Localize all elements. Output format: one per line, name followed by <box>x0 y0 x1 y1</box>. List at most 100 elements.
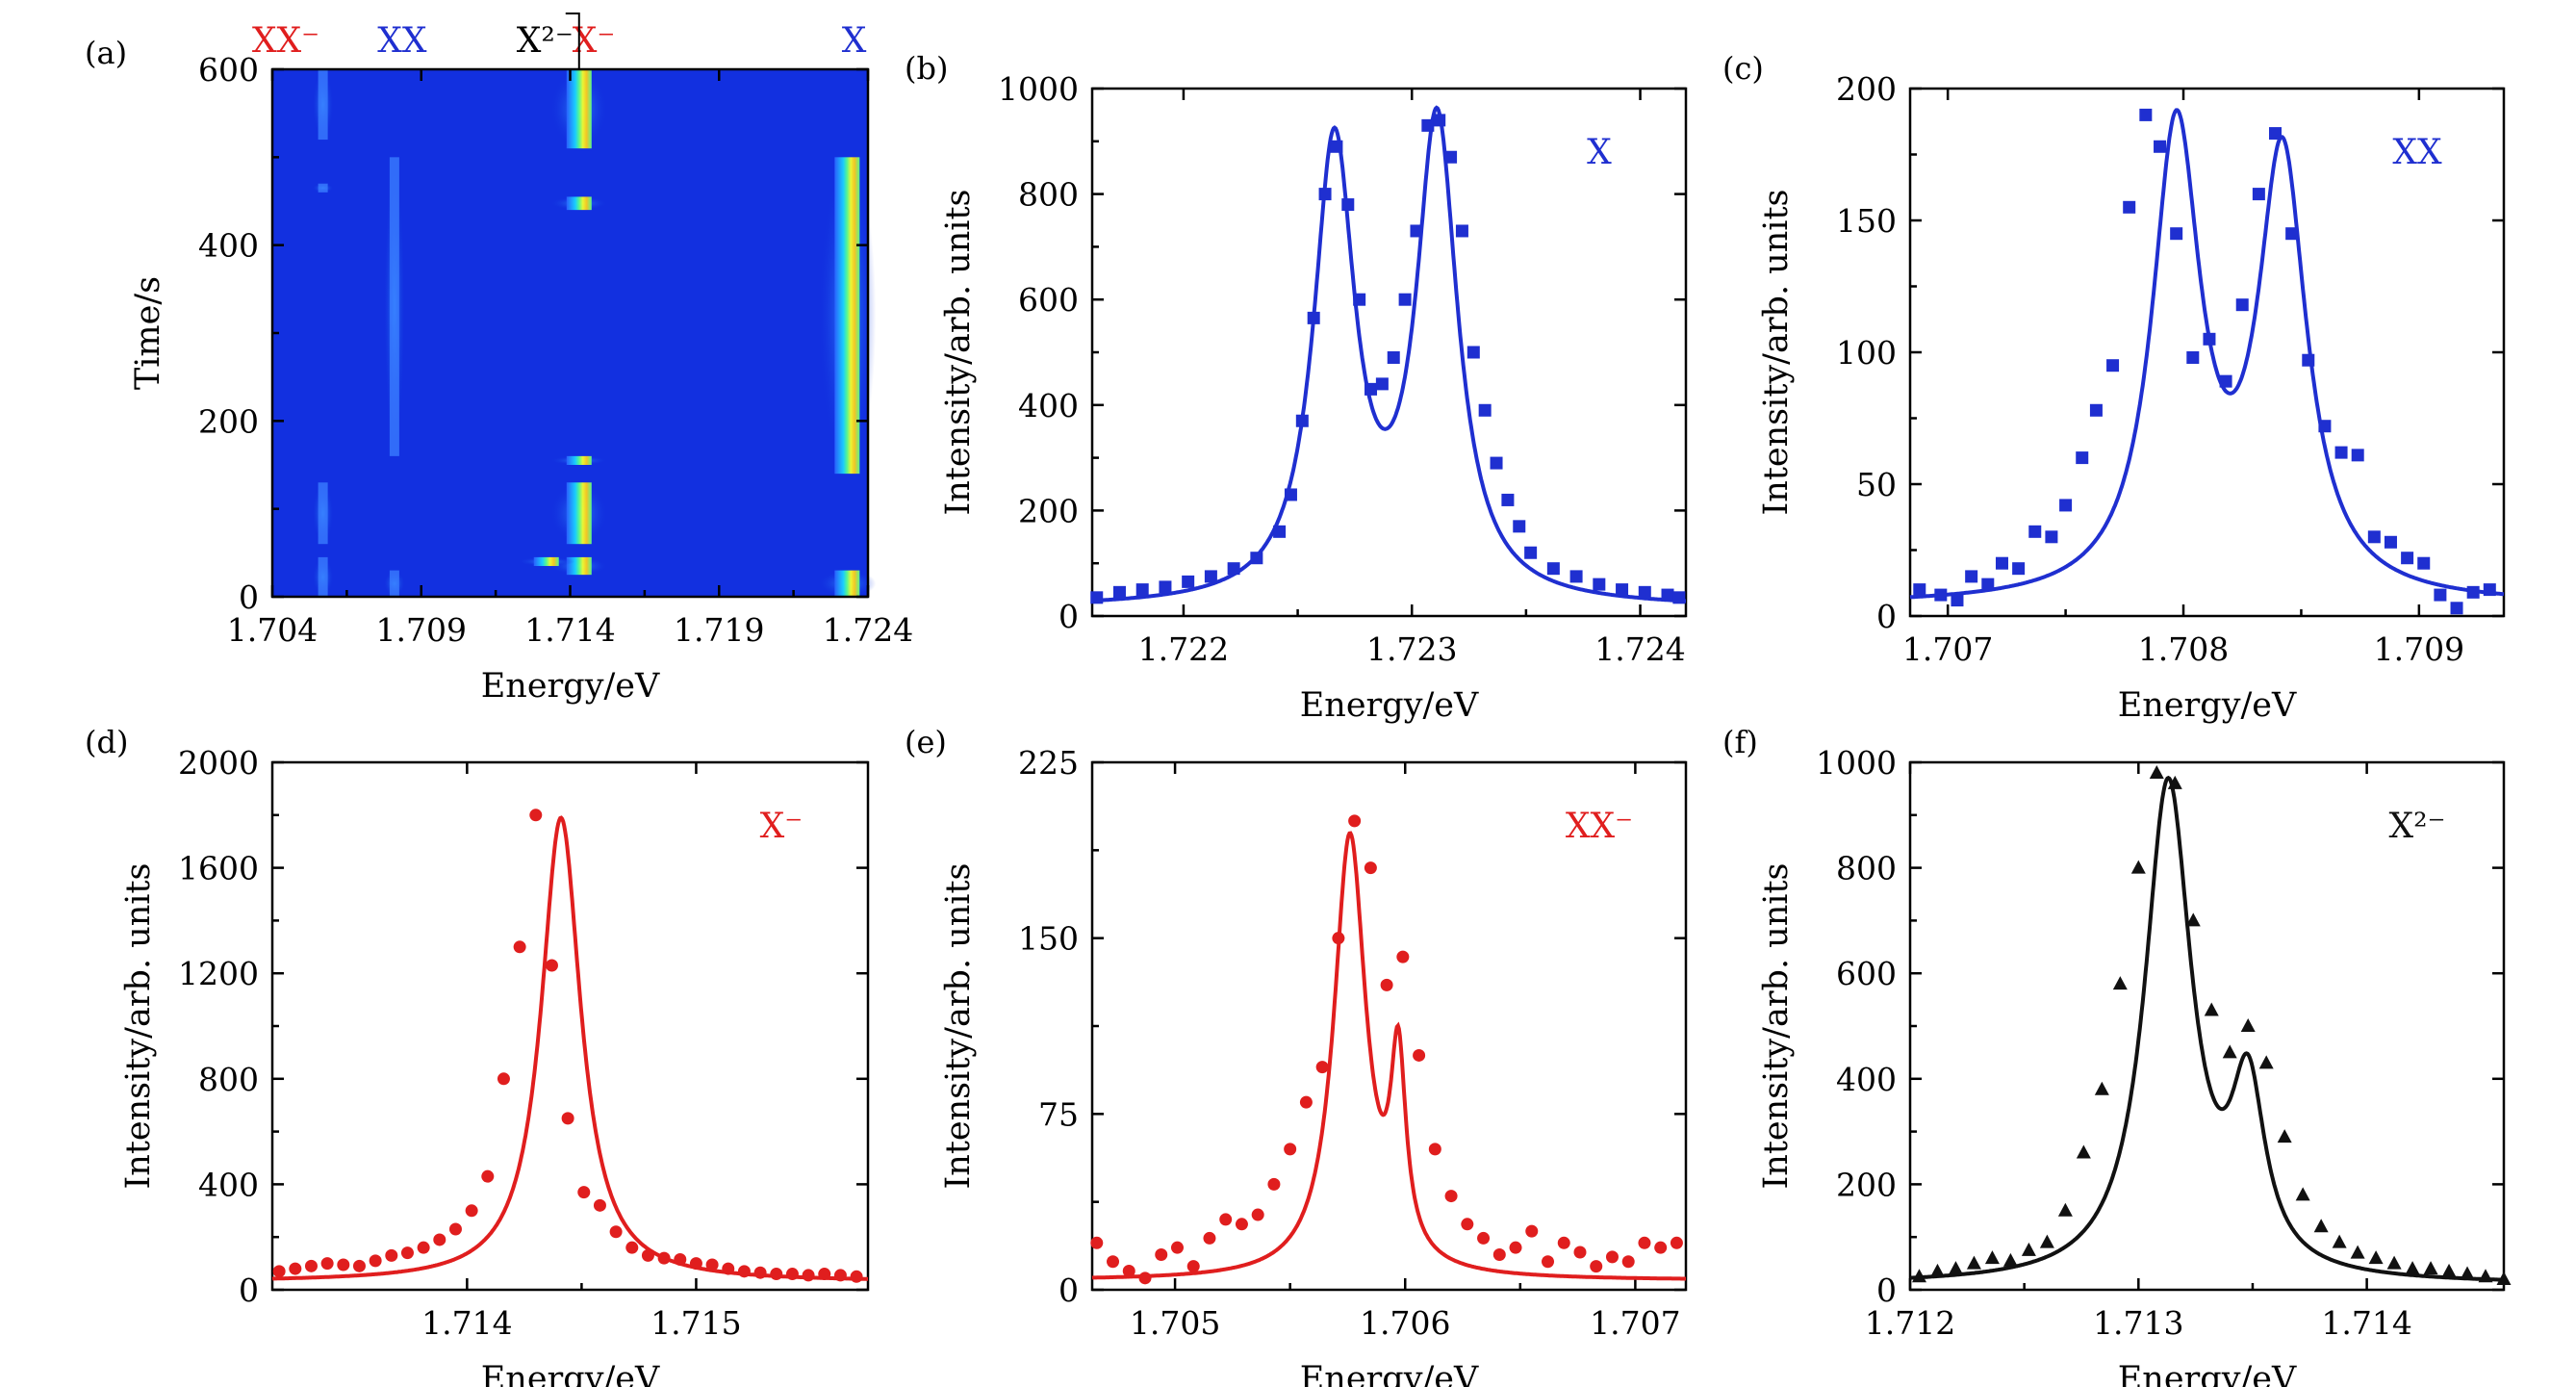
data-point <box>561 1112 574 1125</box>
peak-label-top: XX <box>377 21 427 61</box>
y-tick-label: 75 <box>1038 1095 1079 1133</box>
data-point <box>1380 978 1393 991</box>
fit-curve <box>1091 831 1686 1281</box>
data-point <box>1284 1143 1297 1156</box>
data-point <box>1186 1260 1200 1273</box>
data-point <box>1444 150 1458 164</box>
data-point <box>1170 1241 1184 1254</box>
peak-label: X⁻ <box>760 807 803 846</box>
data-point <box>2219 374 2232 388</box>
x-tick-label: 1.713 <box>2093 1304 2183 1342</box>
x-tick-label: 1.712 <box>1865 1304 1955 1342</box>
data-point <box>1509 1241 1522 1254</box>
data-point <box>513 940 526 954</box>
panel-label: (b) <box>905 50 948 87</box>
data-point <box>1557 1236 1570 1249</box>
data-point <box>1112 585 1126 599</box>
data-point <box>1299 1095 1313 1109</box>
data-point <box>1330 140 1343 153</box>
data-point <box>1090 591 1104 604</box>
panel-label: (f) <box>1722 724 1758 760</box>
y-axis-label: Intensity/arb. units <box>939 862 978 1189</box>
data-point <box>1433 114 1446 127</box>
data-point <box>1934 588 1948 602</box>
data-point <box>1524 546 1538 559</box>
data-point <box>2185 912 2201 927</box>
data-point <box>1365 382 1378 396</box>
y-tick-label: 800 <box>1018 176 1079 214</box>
data-point <box>529 809 543 822</box>
data-point <box>2384 535 2397 549</box>
panel-c-chart: 1.707 1.708 1.709 0 50 100 150 200 Energy/eV Inte… <box>1722 50 2506 725</box>
y-axis-label: Intensity/arb. units <box>1757 189 1796 515</box>
y-tick-label: 400 <box>1018 387 1079 424</box>
panel-b-chart: 1.722 1.723 1.724 0 200 400 600 800 1000 Energy/e… <box>905 50 1688 725</box>
data-point <box>2483 583 2496 597</box>
x-tick-label: 1.724 <box>1594 630 1685 668</box>
x-axis-label: Energy/eV <box>2118 1360 2297 1387</box>
data-point <box>545 959 558 972</box>
data-point <box>1590 1260 1603 1273</box>
data-point <box>304 1259 318 1272</box>
fit-curve <box>1909 108 2505 600</box>
panel-label: (a) <box>85 35 127 71</box>
data-point <box>1929 1263 1945 1277</box>
data-point <box>2012 562 2026 576</box>
data-point <box>481 1169 495 1183</box>
y-tick-label: 50 <box>1856 466 1897 503</box>
peak-label: X²⁻ <box>2388 807 2445 846</box>
data-point <box>2021 1242 2036 1256</box>
data-point <box>2285 227 2299 241</box>
data-point <box>2496 1271 2512 1286</box>
data-point <box>1995 556 2008 570</box>
y-tick-label: 400 <box>198 1166 259 1203</box>
data-point <box>1638 585 1651 599</box>
data-point <box>2002 1252 2018 1267</box>
data-point <box>448 1222 462 1236</box>
data-point <box>2351 449 2364 462</box>
y-tick-label: 2000 <box>178 744 259 782</box>
data-point <box>1638 1236 1651 1249</box>
data-point <box>1227 562 1240 576</box>
emission-line <box>318 183 328 193</box>
data-point <box>1911 1269 1926 1283</box>
peak-label: X <box>1587 133 1612 172</box>
data-point <box>1672 591 1686 604</box>
data-point <box>2240 1018 2256 1032</box>
data-point <box>1396 950 1410 963</box>
data-point <box>497 1072 510 1086</box>
data-point <box>1273 525 1287 538</box>
data-point <box>2386 1255 2402 1270</box>
data-point <box>2334 446 2348 459</box>
data-point <box>2112 976 2128 990</box>
data-point <box>2269 127 2283 141</box>
data-point <box>2423 1261 2438 1275</box>
panel-label: (e) <box>905 724 947 760</box>
peak-label-top: X <box>842 21 867 61</box>
data-point <box>2367 530 2381 544</box>
emission-line <box>566 196 592 211</box>
emission-line <box>389 157 399 456</box>
peak-label: XX <box>2392 133 2442 172</box>
data-point <box>1513 520 1526 533</box>
emission-line <box>834 157 860 475</box>
data-point <box>674 1252 687 1266</box>
y-tick-label: 1000 <box>1816 744 1897 782</box>
y-tick-label: 200 <box>1836 1166 1897 1203</box>
panel-a-heatmap: 1.704 1.709 1.714 1.719 1.724 0 200 400 600 Energ… <box>85 13 913 706</box>
y-tick-label: 150 <box>1836 202 1897 240</box>
data-point <box>1569 570 1583 583</box>
data-point <box>1219 1213 1233 1226</box>
data-point <box>2028 525 2042 538</box>
data-point <box>2204 1002 2219 1016</box>
data-point <box>770 1268 783 1281</box>
data-point <box>2094 1081 2109 1095</box>
data-point <box>1966 1255 1981 1270</box>
data-point <box>2186 350 2200 364</box>
y-tick-label: 150 <box>1018 920 1079 958</box>
data-point <box>1387 350 1400 364</box>
data-point <box>1654 1241 1668 1254</box>
x-axis-label: Energy/eV <box>1300 1360 1479 1387</box>
data-point <box>1315 1061 1329 1074</box>
data-point <box>2277 1129 2292 1143</box>
